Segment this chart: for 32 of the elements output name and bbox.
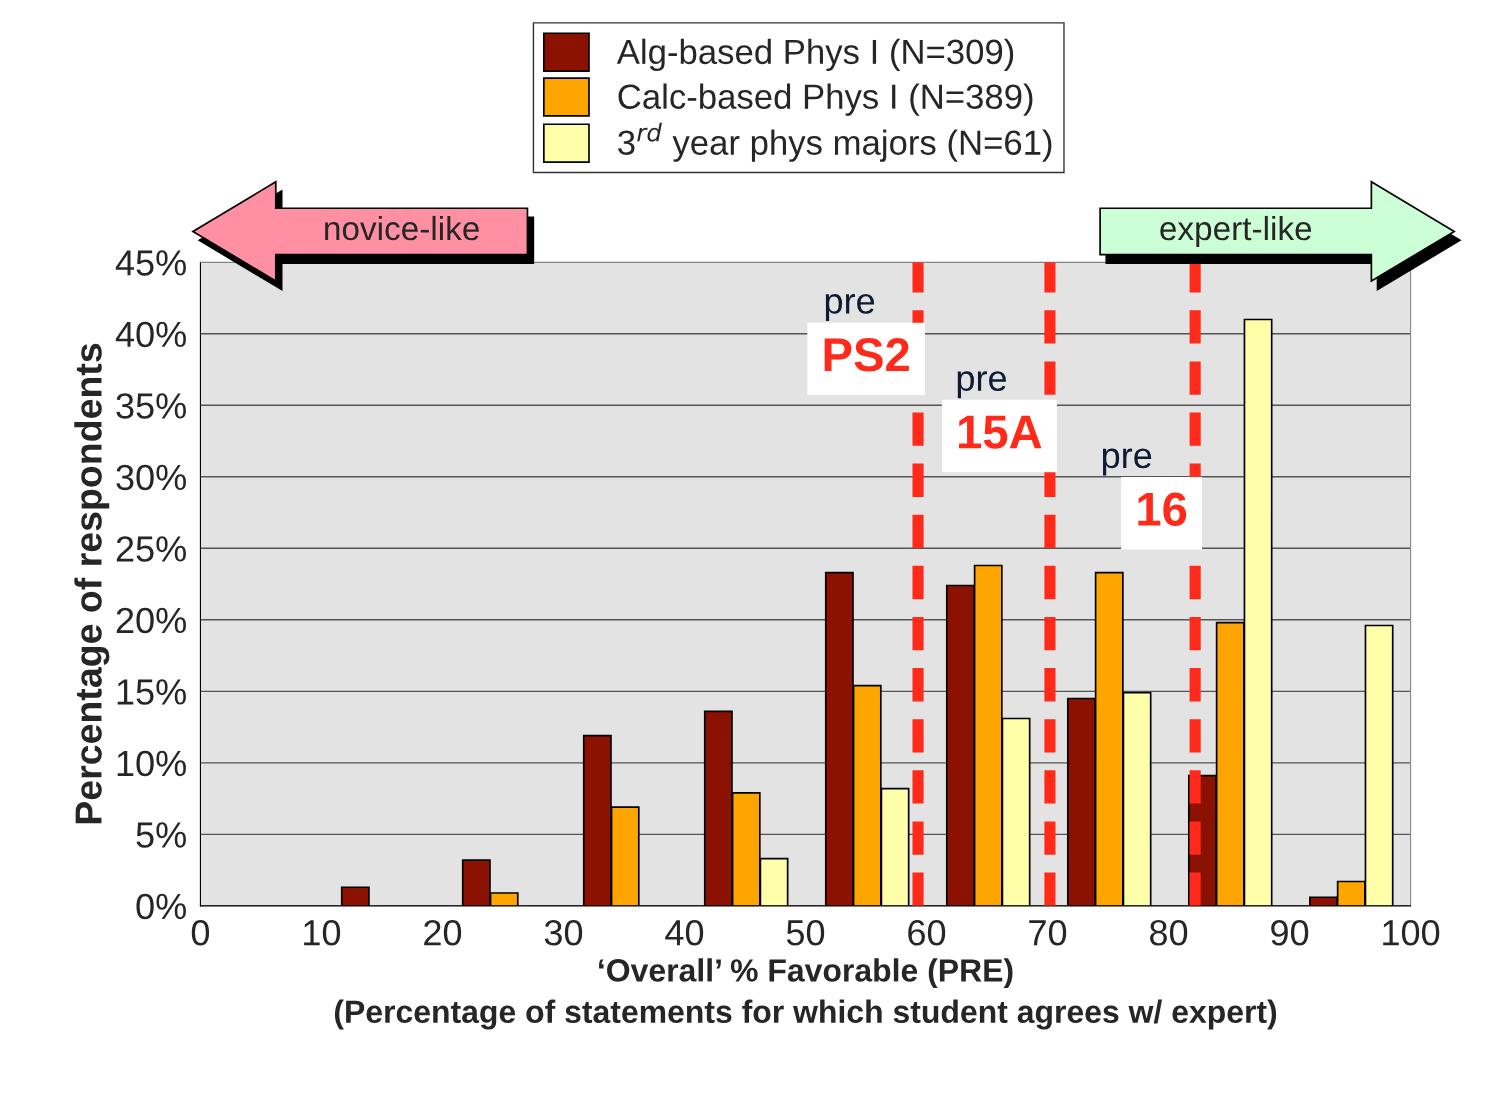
legend-label: Calc-based Phys I (N=389) <box>618 83 1033 116</box>
x-tick-label: 80 <box>1150 919 1188 946</box>
x-tick-label: 0 <box>191 919 210 946</box>
x-tick-label: 10 <box>304 919 341 946</box>
ref-line-label: pre PS2 <box>824 294 909 372</box>
x-axis-title: ‘Overall’ % Favorable (PRE) (Percentage of statements for which student agrees w/ expert) <box>334 958 1277 1030</box>
y-tick-label: 5% <box>136 822 186 848</box>
x-tick-label: 70 <box>1029 919 1067 946</box>
ref-line-label: pre 15A <box>957 371 1042 449</box>
x-tick-label: 100 <box>1383 919 1440 946</box>
x-tick-label: 50 <box>786 919 825 946</box>
y-tick-label: 40% <box>115 321 186 348</box>
ref-line-label: pre 16 <box>1102 448 1187 526</box>
y-tick-label: 20% <box>116 607 186 634</box>
text: novice-like <box>325 215 479 241</box>
text: expert-like <box>1160 215 1312 247</box>
legend-label: Alg-based Phys I (N=309) <box>616 38 1014 72</box>
x-tick-label: 60 <box>908 919 946 946</box>
legend-label: 3$^{rd}$ year phys majors (N=61) <box>618 122 1052 162</box>
bar <box>340 886 370 906</box>
y-tick-label: 35% <box>116 393 186 419</box>
x-tick-label: 20 <box>424 919 462 946</box>
y-axis-title: Percentage of respondents <box>74 343 110 824</box>
x-tick-label: 90 <box>1271 919 1309 946</box>
y-tick-label: 25% <box>116 536 186 562</box>
y-tick-label: 30% <box>116 464 186 491</box>
x-tick-label: 30 <box>544 919 583 946</box>
x-tick-label: 40 <box>665 919 704 946</box>
y-tick-label: 15% <box>117 679 186 705</box>
y-tick-label: 0% <box>136 893 186 920</box>
y-tick-label: 45% <box>115 250 186 276</box>
y-tick-label: 10% <box>117 750 186 777</box>
